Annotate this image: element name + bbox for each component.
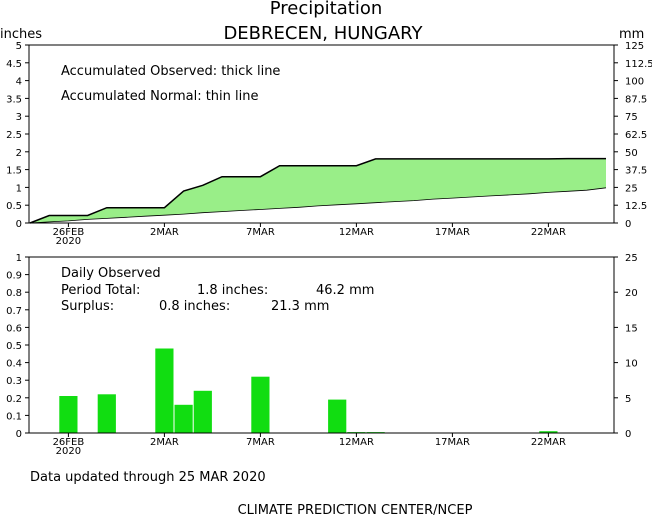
y-tick-label-left: 3: [16, 112, 22, 123]
y-tick-label-left: 0.7: [6, 306, 22, 317]
y-tick-label-left: 0.5: [6, 341, 22, 352]
y-tick-label-right: 0: [625, 219, 631, 230]
chart-subtitle: DEBRECEN, HUNGARY: [223, 23, 423, 44]
x-tick-label: 26FEB: [53, 437, 85, 448]
accumulated-normal-note: Accumulated Normal: thin line: [61, 89, 259, 104]
x-tick-label: 12MAR: [339, 227, 374, 238]
surplus-label: Surplus:: [61, 299, 114, 314]
data-updated-note: Data updated through 25 MAR 2020: [30, 470, 266, 485]
y-tick-label-right: 15: [625, 323, 638, 334]
y-tick-label-right: 100: [625, 77, 644, 88]
y-tick-label-right: 75: [625, 112, 638, 123]
y-tick-label-right: 112.5: [625, 59, 652, 70]
y-tick-label-right: 37.5: [625, 166, 647, 177]
y-tick-label-right: 20: [625, 288, 638, 299]
y-tick-label-right: 0: [625, 429, 631, 440]
x-tick-year-label: 2020: [56, 446, 81, 457]
y-tick-label-left: 2.5: [6, 130, 22, 141]
x-tick-label: 22MAR: [531, 227, 566, 238]
y-tick-label-left: 2: [16, 148, 22, 159]
accumulated-axes: 00.511.522.533.544.55012.52537.55062.575…: [6, 41, 652, 247]
daily-bar: [251, 376, 270, 433]
daily-heading: Daily Observed: [61, 266, 161, 281]
x-tick-label: 17MAR: [435, 227, 470, 238]
daily-bar: [193, 390, 212, 433]
accumulated-area-layer: [29, 157, 607, 224]
daily-bar: [174, 404, 193, 433]
x-tick-label: 2MAR: [150, 437, 179, 448]
right-unit-label: mm: [619, 27, 644, 42]
left-unit-label: inches: [0, 27, 42, 42]
daily-bar: [328, 399, 347, 433]
daily-bar: [539, 431, 558, 433]
y-tick-label-left: 0.9: [6, 271, 22, 282]
x-tick-year-label: 2020: [56, 236, 81, 247]
y-tick-label-right: 50: [625, 148, 638, 159]
daily-panel: 00.10.20.30.40.50.60.70.80.9105101520252…: [6, 253, 638, 457]
period-total-label: Period Total:: [61, 283, 140, 298]
y-tick-label-left: 5: [16, 41, 22, 52]
x-tick-label: 22MAR: [531, 437, 566, 448]
y-tick-label-left: 0: [16, 429, 22, 440]
y-tick-label-right: 125: [625, 41, 644, 52]
y-tick-label-right: 87.5: [625, 94, 647, 105]
daily-bar: [97, 394, 116, 433]
daily-bar: [155, 348, 174, 433]
x-tick-label: 7MAR: [246, 227, 275, 238]
y-tick-label-left: 0.8: [6, 288, 22, 299]
chart-title: Precipitation: [270, 0, 383, 19]
y-tick-label-left: 0.6: [6, 323, 22, 334]
x-tick-label: 26FEB: [53, 227, 85, 238]
x-tick-label: 2MAR: [150, 227, 179, 238]
y-tick-label-left: 4: [16, 77, 22, 88]
y-tick-label-left: 0.1: [6, 411, 22, 422]
y-tick-label-left: 0.2: [6, 394, 22, 405]
y-tick-label-right: 12.5: [625, 201, 647, 212]
daily-axes: 00.10.20.30.40.50.60.70.80.9105101520252…: [6, 253, 638, 457]
x-tick-label: 7MAR: [246, 437, 275, 448]
surplus-fill-area: [30, 158, 606, 223]
y-tick-label-left: 3.5: [6, 94, 22, 105]
accumulated-observed-line: [29, 157, 606, 224]
accumulated-observed-note: Accumulated Observed: thick line: [61, 64, 280, 79]
surplus-inches: 0.8 inches:: [159, 299, 230, 314]
accumulated-panel: 00.511.522.533.544.55012.52537.55062.575…: [6, 41, 652, 247]
daily-bar: [59, 396, 78, 433]
y-tick-label-left: 1.5: [6, 166, 22, 177]
credit-line: CLIMATE PREDICTION CENTER/NCEP: [238, 503, 473, 518]
y-tick-label-left: 1: [16, 253, 22, 264]
y-tick-label-right: 62.5: [625, 130, 647, 141]
accumulated-normal-line: [29, 187, 607, 224]
surplus-mm: 21.3 mm: [271, 299, 329, 314]
period-total-mm: 46.2 mm: [316, 283, 374, 298]
daily-bar-layer: [59, 348, 558, 433]
y-tick-label-left: 0.4: [6, 359, 22, 370]
y-tick-label-right: 5: [625, 394, 631, 405]
x-tick-label: 12MAR: [339, 437, 374, 448]
y-tick-label-left: 0: [16, 219, 22, 230]
y-tick-label-left: 1: [16, 183, 22, 194]
y-tick-label-right: 10: [625, 359, 638, 370]
x-tick-label: 17MAR: [435, 437, 470, 448]
y-tick-label-left: 4.5: [6, 59, 22, 70]
y-tick-label-left: 0.3: [6, 376, 22, 387]
y-tick-label-right: 25: [625, 253, 638, 264]
y-tick-label-left: 0.5: [6, 201, 22, 212]
y-tick-label-right: 25: [625, 183, 638, 194]
period-total-inches: 1.8 inches:: [197, 283, 268, 298]
